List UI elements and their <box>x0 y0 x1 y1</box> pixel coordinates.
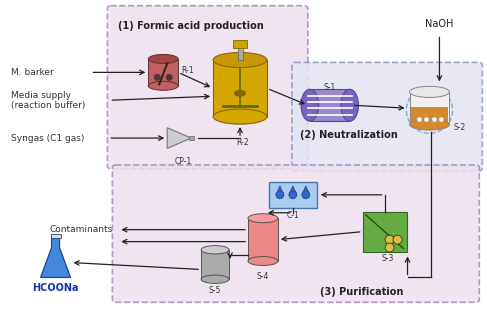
Ellipse shape <box>213 52 267 68</box>
FancyBboxPatch shape <box>363 212 407 252</box>
Polygon shape <box>302 186 310 195</box>
Text: M. barker: M. barker <box>11 68 54 77</box>
Text: S-1: S-1 <box>324 83 336 92</box>
Ellipse shape <box>234 90 246 97</box>
FancyBboxPatch shape <box>189 136 194 140</box>
Text: (3) Purification: (3) Purification <box>320 287 403 297</box>
Text: S-3: S-3 <box>381 254 394 263</box>
Text: HCOONa: HCOONa <box>32 283 79 294</box>
Ellipse shape <box>201 246 229 254</box>
Text: S-5: S-5 <box>209 286 221 295</box>
FancyBboxPatch shape <box>112 165 479 302</box>
Ellipse shape <box>213 109 267 124</box>
Ellipse shape <box>201 275 229 283</box>
FancyBboxPatch shape <box>292 62 482 171</box>
Circle shape <box>166 74 173 81</box>
FancyBboxPatch shape <box>248 218 278 261</box>
Circle shape <box>302 191 310 199</box>
Circle shape <box>154 74 161 81</box>
Text: Syngas (C1 gas): Syngas (C1 gas) <box>11 134 84 143</box>
FancyBboxPatch shape <box>310 89 350 121</box>
Polygon shape <box>167 128 191 148</box>
FancyBboxPatch shape <box>201 250 229 279</box>
Ellipse shape <box>410 119 450 130</box>
Circle shape <box>385 235 394 244</box>
Text: (2) Neutralization: (2) Neutralization <box>300 130 397 140</box>
Circle shape <box>439 117 444 122</box>
FancyBboxPatch shape <box>410 92 450 125</box>
Ellipse shape <box>148 55 178 64</box>
FancyBboxPatch shape <box>269 182 317 208</box>
FancyBboxPatch shape <box>108 6 308 169</box>
Text: Media supply
(reaction buffer): Media supply (reaction buffer) <box>11 91 85 110</box>
Ellipse shape <box>248 257 278 265</box>
Circle shape <box>432 117 437 122</box>
FancyBboxPatch shape <box>411 107 449 125</box>
Text: C-1: C-1 <box>286 211 299 220</box>
Circle shape <box>424 117 429 122</box>
Text: R-1: R-1 <box>181 66 194 75</box>
Polygon shape <box>276 186 284 195</box>
Text: S-4: S-4 <box>257 272 269 281</box>
Text: Contaminants: Contaminants <box>49 225 112 234</box>
Ellipse shape <box>301 89 318 121</box>
Circle shape <box>393 235 402 244</box>
FancyBboxPatch shape <box>51 234 60 238</box>
Text: (1) Formic acid production: (1) Formic acid production <box>118 20 264 31</box>
Polygon shape <box>289 186 297 195</box>
Polygon shape <box>40 236 71 277</box>
FancyBboxPatch shape <box>238 48 243 60</box>
Ellipse shape <box>248 214 278 223</box>
Ellipse shape <box>410 86 450 97</box>
Circle shape <box>276 191 284 199</box>
FancyBboxPatch shape <box>213 60 267 117</box>
Circle shape <box>385 243 394 252</box>
Ellipse shape <box>148 81 178 90</box>
FancyBboxPatch shape <box>233 40 247 48</box>
Text: CP-1: CP-1 <box>174 157 192 166</box>
Text: S-2: S-2 <box>453 123 466 132</box>
Ellipse shape <box>341 89 358 121</box>
FancyBboxPatch shape <box>148 59 178 86</box>
Circle shape <box>289 191 297 199</box>
Text: R-2: R-2 <box>237 138 249 147</box>
Circle shape <box>417 117 422 122</box>
Text: NaOH: NaOH <box>425 19 453 29</box>
